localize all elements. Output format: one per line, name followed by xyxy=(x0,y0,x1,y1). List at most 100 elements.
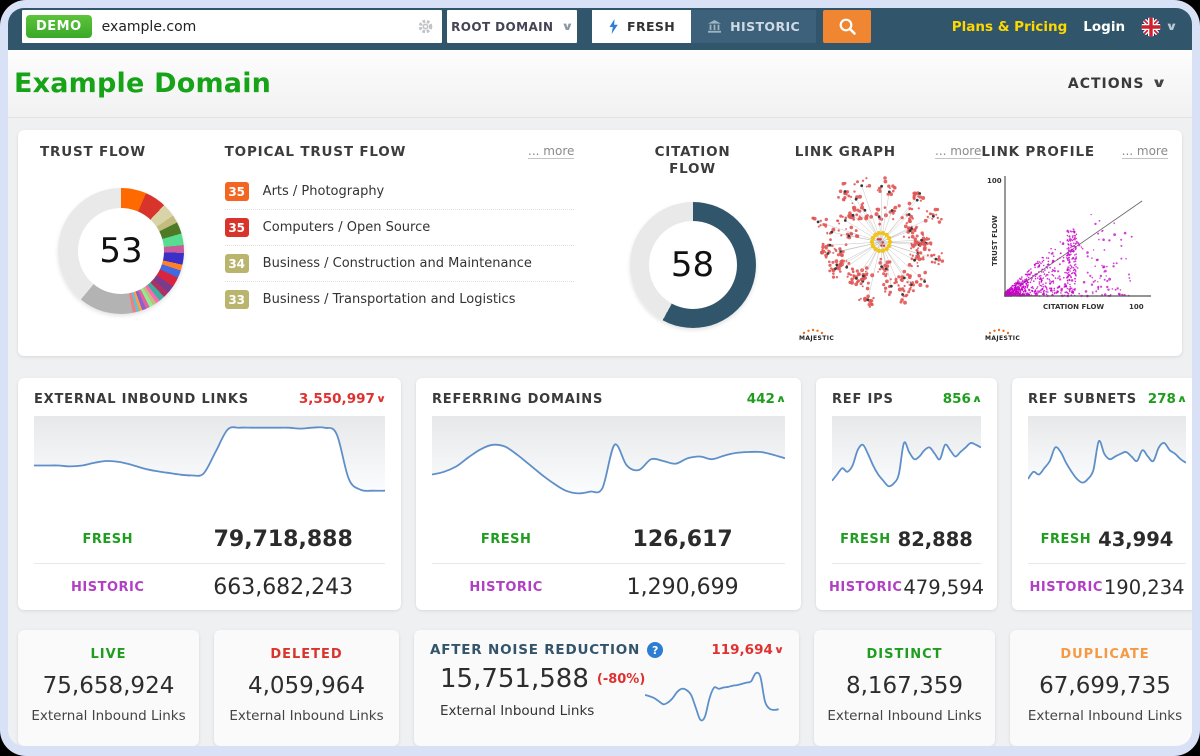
trend-badge[interactable]: 119,694 ∨ xyxy=(711,642,785,658)
link-graph-section: LINK GRAPH ... more MAJESTIC xyxy=(795,144,982,346)
topic-label: Computers / Open Source xyxy=(262,220,431,235)
historic-label: HISTORIC xyxy=(1029,579,1103,595)
fresh-value: 43,994 xyxy=(1098,528,1174,551)
trust-flow-score: 53 xyxy=(99,231,143,271)
trend-chevron-icon: ∧ xyxy=(1176,393,1188,405)
top-navigation-bar: DEMO ROOT DOMAIN ∨ FRESH xyxy=(8,8,1192,50)
historic-stat-row: HISTORIC 190,234 xyxy=(1028,563,1186,610)
trend-value: 3,550,997 xyxy=(298,391,375,407)
live-links-card: LIVE 75,658,924 External Inbound Links xyxy=(18,630,199,746)
sparkline-chart xyxy=(432,416,785,506)
card-title: EXTERNAL INBOUND LINKS xyxy=(34,391,249,407)
historic-value: 479,594 xyxy=(903,575,985,599)
citation-flow-title: CITATION FLOW xyxy=(654,144,731,177)
trend-badge[interactable]: 278 ∧ xyxy=(1147,391,1188,407)
fresh-label: FRESH xyxy=(840,532,891,547)
deleted-links-card: DELETED 4,059,964 External Inbound Links xyxy=(214,630,399,746)
link-profile-section: LINK PROFILE ... more 100 100 TRUST FLOW CI… xyxy=(981,144,1168,346)
trust-flow-donut-chart: 53 xyxy=(58,188,184,314)
link-profile-scatter-thumbnail[interactable]: 100 100 TRUST FLOW CITATION FLOW xyxy=(981,166,1157,318)
plans-pricing-link[interactable]: Plans & Pricing xyxy=(951,18,1068,35)
trend-chevron-icon: ∧ xyxy=(971,393,983,405)
tab-fresh-index[interactable]: FRESH xyxy=(592,10,692,43)
fresh-stat-row: FRESH 82,888 xyxy=(832,516,981,563)
majestic-logo: MAJESTIC xyxy=(799,328,834,342)
topical-trust-flow-section: TOPICAL TRUST FLOW ... more 35 Arts / Ph… xyxy=(224,144,591,346)
trend-chevron-icon: ∨ xyxy=(375,393,387,405)
fresh-label: FRESH xyxy=(82,532,133,547)
distinct-links-card: DISTINCT 8,167,359 External Inbound Link… xyxy=(814,630,995,746)
fresh-stat-row: FRESH 79,718,888 xyxy=(34,516,385,563)
trend-badge[interactable]: 856 ∧ xyxy=(943,391,983,407)
topic-label: Business / Construction and Maintenance xyxy=(262,256,532,271)
topic-score-badge: 35 xyxy=(224,218,249,237)
topical-list-item[interactable]: 33 Business / Transportation and Logisti… xyxy=(224,282,575,317)
search-submit-button[interactable] xyxy=(823,10,872,43)
ref-subnets-card: REF SUBNETS 278 ∧ FRESH 43,994 HISTORIC … xyxy=(1012,378,1192,610)
actions-menu-button[interactable]: ACTIONS ∨ xyxy=(1068,76,1169,92)
fresh-stat-row: FRESH 43,994 xyxy=(1028,516,1186,563)
fresh-value: 79,718,888 xyxy=(213,527,353,552)
trend-chevron-icon: ∧ xyxy=(775,393,787,405)
trend-badge[interactable]: 442 ∧ xyxy=(747,391,787,407)
trend-badge[interactable]: 3,550,997 ∨ xyxy=(298,391,387,407)
topbar-right-links: Plans & Pricing Login ∨ xyxy=(951,10,1178,43)
summary-cards-row: LIVE 75,658,924 External Inbound Links D… xyxy=(18,630,1192,746)
demo-badge: DEMO xyxy=(26,15,92,38)
trend-value: 278 xyxy=(1147,391,1176,407)
link-profile-more-link[interactable]: ... more xyxy=(1121,144,1168,159)
uk-flag-icon xyxy=(1141,17,1161,36)
tab-historic-index[interactable]: HISTORIC xyxy=(691,10,817,43)
domain-search-input[interactable] xyxy=(91,18,417,35)
chevron-down-icon: ∨ xyxy=(1151,76,1169,91)
topical-more-link[interactable]: ... more xyxy=(528,144,575,159)
after-noise-reduction-card: AFTER NOISE REDUCTION ? 119,694 ∨ 15,751… xyxy=(414,630,799,746)
noise-reduction-delta: (-80%) xyxy=(596,671,646,687)
live-label: LIVE xyxy=(90,647,127,662)
lightning-icon xyxy=(609,19,618,34)
svg-text:100: 100 xyxy=(1129,303,1144,311)
noise-sparkline-chart xyxy=(645,664,779,726)
historic-value: 190,234 xyxy=(1103,575,1185,599)
historic-value: 1,290,699 xyxy=(626,574,739,600)
topical-list-item[interactable]: 35 Arts / Photography xyxy=(224,174,575,210)
search-settings-gear-icon[interactable] xyxy=(417,18,434,35)
link-graph-more-link[interactable]: ... more xyxy=(935,144,982,159)
noise-reduction-value: 15,751,588 xyxy=(440,664,589,694)
topical-list: 35 Arts / Photography 35 Computers / Ope… xyxy=(224,174,575,317)
trend-chevron-icon: ∨ xyxy=(773,644,785,656)
citation-flow-score: 58 xyxy=(670,244,715,285)
sparkline-chart xyxy=(832,416,981,506)
referring-domains-card: REFERRING DOMAINS 442 ∧ FRESH 126,617 HI… xyxy=(416,378,801,610)
language-selector[interactable]: ∨ xyxy=(1141,17,1178,37)
svg-text:TRUST FLOW: TRUST FLOW xyxy=(991,215,999,266)
page-header: Example Domain ACTIONS ∨ xyxy=(8,50,1192,118)
topic-label: Business / Transportation and Logistics xyxy=(262,292,516,307)
link-graph-thumbnail[interactable] xyxy=(795,166,971,324)
root-domain-select[interactable]: ROOT DOMAIN ∨ xyxy=(447,10,577,43)
svg-text:CITATION FLOW: CITATION FLOW xyxy=(1043,303,1104,311)
historic-tab-label: HISTORIC xyxy=(730,19,801,34)
search-icon xyxy=(839,18,856,35)
fresh-label: FRESH xyxy=(1040,532,1092,547)
card-title: REF IPS xyxy=(832,391,894,407)
historic-label: HISTORIC xyxy=(828,579,903,595)
svg-text:MAJESTIC: MAJESTIC xyxy=(799,335,834,342)
topic-score-badge: 33 xyxy=(224,290,249,309)
deleted-value: 4,059,964 xyxy=(247,673,366,699)
fresh-tab-label: FRESH xyxy=(627,19,676,34)
dashboard-content: TRUST FLOW 53 TOPICAL TRUST FLOW ... mor… xyxy=(8,118,1192,746)
topical-list-item[interactable]: 34 Business / Construction and Maintenan… xyxy=(224,246,575,282)
bank-icon xyxy=(708,20,722,33)
link-profile-title: LINK PROFILE xyxy=(981,144,1095,160)
citation-flow-section: CITATION FLOW 58 xyxy=(590,144,794,346)
help-icon[interactable]: ? xyxy=(647,642,664,658)
login-link[interactable]: Login xyxy=(1083,18,1126,35)
historic-stat-row: HISTORIC 479,594 xyxy=(828,563,985,610)
topic-score-badge: 35 xyxy=(224,182,249,201)
chevron-down-icon: ∨ xyxy=(1165,20,1178,33)
noise-reduction-caption: External Inbound Links xyxy=(440,703,595,719)
fresh-value: 126,617 xyxy=(632,527,733,552)
topical-list-item[interactable]: 35 Computers / Open Source xyxy=(224,210,575,246)
